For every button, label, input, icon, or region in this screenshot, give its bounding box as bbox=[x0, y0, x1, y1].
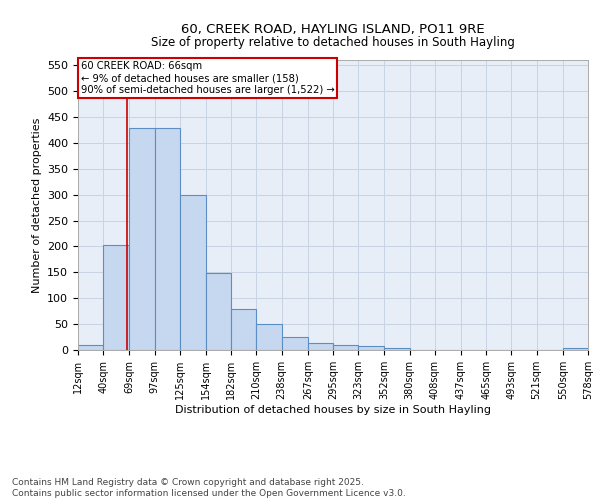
Bar bbox=[563, 348, 588, 350]
Bar bbox=[78, 345, 103, 350]
Bar bbox=[103, 245, 130, 350]
Text: Size of property relative to detached houses in South Hayling: Size of property relative to detached ho… bbox=[151, 36, 515, 49]
Bar bbox=[130, 128, 155, 350]
Text: 60 CREEK ROAD: 66sqm
← 9% of detached houses are smaller (158)
90% of semi-detac: 60 CREEK ROAD: 66sqm ← 9% of detached ho… bbox=[80, 62, 334, 94]
Y-axis label: Number of detached properties: Number of detached properties bbox=[32, 118, 41, 292]
Bar bbox=[206, 274, 231, 350]
Bar bbox=[385, 348, 410, 350]
Bar bbox=[155, 128, 180, 350]
X-axis label: Distribution of detached houses by size in South Hayling: Distribution of detached houses by size … bbox=[175, 404, 491, 414]
Text: 60, CREEK ROAD, HAYLING ISLAND, PO11 9RE: 60, CREEK ROAD, HAYLING ISLAND, PO11 9RE bbox=[181, 22, 485, 36]
Bar bbox=[231, 308, 256, 350]
Bar bbox=[358, 346, 385, 350]
Bar bbox=[256, 324, 281, 350]
Bar bbox=[281, 337, 308, 350]
Text: Contains HM Land Registry data © Crown copyright and database right 2025.
Contai: Contains HM Land Registry data © Crown c… bbox=[12, 478, 406, 498]
Bar bbox=[333, 345, 358, 350]
Bar bbox=[180, 194, 206, 350]
Bar bbox=[308, 344, 333, 350]
